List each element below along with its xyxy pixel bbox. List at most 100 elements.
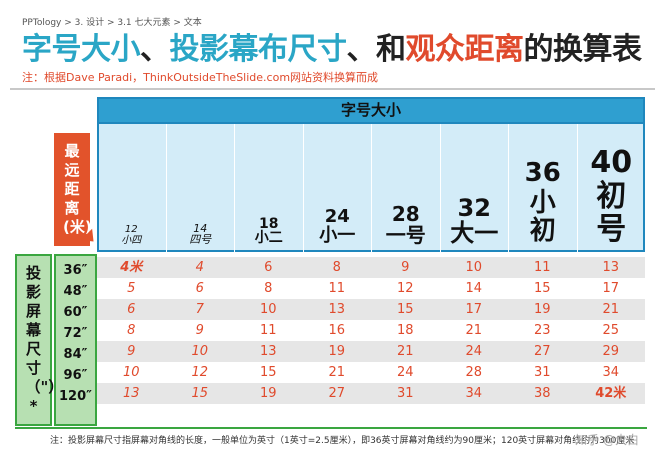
column-header-size: 12 xyxy=(124,224,138,235)
column-header-size: 40 xyxy=(590,144,633,180)
table-row: 4米 4 6 8 9 10 11 13 xyxy=(97,257,645,278)
column-header: 32 大一 xyxy=(439,124,509,252)
table-cell: 13 xyxy=(602,260,620,275)
table-row: 8 9 11 16 18 21 23 25 xyxy=(97,320,645,341)
table-cell: 8 xyxy=(332,260,341,275)
subtitle-note: 注：根据Dave Paradi，ThinkOutsideTheSlide.com… xyxy=(22,71,379,84)
column-header-name: 大一 xyxy=(450,218,499,247)
column-header-size: 28 xyxy=(391,202,420,226)
table-cell: 29 xyxy=(602,344,620,359)
table-cell: 21 xyxy=(396,344,414,359)
column-header: 18 小二 xyxy=(234,124,303,252)
screen-size-cell: 60″ xyxy=(63,305,88,320)
max-distance-label: 最远距离(米) xyxy=(63,142,92,236)
table-cell: 8 xyxy=(127,323,136,338)
table-cell: 31 xyxy=(396,386,414,401)
column-header: 14 四号 xyxy=(165,124,235,252)
table-cell: 6 xyxy=(264,260,273,275)
column-header: 12 小四 xyxy=(97,124,166,252)
screen-size-cell: 96″ xyxy=(63,368,88,383)
column-header: 24 小一 xyxy=(302,124,372,252)
breadcrumb: PPTology > 3. 设计 > 3.1 七大元素 > 文本 xyxy=(22,18,202,28)
table-cell: 19 xyxy=(328,344,346,359)
table-cell: 15 xyxy=(259,365,277,380)
table-cell: 42米 xyxy=(595,386,627,401)
table-cell: 21 xyxy=(602,302,620,317)
table-cell: 14 xyxy=(465,281,483,296)
table-cell: 21 xyxy=(465,323,483,338)
column-header-name: 小二 xyxy=(254,230,283,247)
table-cell: 12 xyxy=(396,281,414,296)
table-cell: 34 xyxy=(465,386,483,401)
column-header-name: 四号 xyxy=(189,233,212,247)
table-row: 9 10 13 19 21 24 27 29 xyxy=(97,341,645,362)
table-cell: 25 xyxy=(602,323,620,338)
screen-size-label-box: 投影屏幕尺寸（"）* xyxy=(15,254,63,426)
column-header-name: 小一 xyxy=(319,225,356,247)
table-cell: 23 xyxy=(533,323,551,338)
table-cell: 17 xyxy=(465,302,483,317)
title-and: 和 xyxy=(376,32,406,67)
footnote: 注：投影屏幕尺寸指屏幕对角线的长度，一般单位为英寸（1英寸=2.5厘米），即36… xyxy=(50,436,635,446)
font-size-header-band: 字号大小 xyxy=(97,97,645,124)
table-row: 13 15 19 27 31 34 38 42米 xyxy=(97,383,645,404)
table-cell: 17 xyxy=(602,281,620,296)
bottom-divider xyxy=(15,427,647,429)
column-header-name: 小初 xyxy=(529,187,556,247)
table-cell: 18 xyxy=(396,323,414,338)
title-conversion-table: 的换算表 xyxy=(523,32,643,67)
title-screen-size: 投影幕布尺寸 xyxy=(169,32,348,67)
table-cell: 24 xyxy=(465,344,483,359)
font-size-header-label: 字号大小 xyxy=(340,101,401,119)
title-font-size: 字号大小 xyxy=(22,32,141,67)
table-cell: 31 xyxy=(533,365,551,380)
table-cell: 15 xyxy=(533,281,551,296)
screen-size-cell: 36″ xyxy=(63,263,88,278)
title-audience-distance: 观众距离 xyxy=(405,32,525,67)
table-cell: 6 xyxy=(195,281,204,296)
table-cell: 27 xyxy=(533,344,551,359)
table-cell: 9 xyxy=(127,344,136,359)
screen-size-cell: 120″ xyxy=(59,389,92,404)
table-cell: 21 xyxy=(328,365,346,380)
table-cell: 10 xyxy=(122,365,140,380)
table-cell: 4 xyxy=(195,260,204,275)
table-cell: 4米 xyxy=(120,260,143,275)
title-separator: 、 xyxy=(346,32,377,67)
table-cell: 13 xyxy=(259,344,277,359)
column-header: 28 一号 xyxy=(371,124,440,252)
table-cell: 9 xyxy=(195,323,204,338)
column-header-name: 一号 xyxy=(385,223,426,247)
table-cell: 19 xyxy=(533,302,551,317)
table-cell: 10 xyxy=(191,344,209,359)
table-cell: 7 xyxy=(195,302,204,317)
page-title: 字号大小、投影幕布尺寸、和观众距离的换算表 xyxy=(22,33,642,67)
table-cell: 8 xyxy=(264,281,273,296)
table-cell: 11 xyxy=(259,323,277,338)
table-cell: 6 xyxy=(127,302,136,317)
column-header-size: 36 xyxy=(524,157,561,188)
screen-size-cell: 48″ xyxy=(63,284,88,299)
table-cell: 15 xyxy=(191,386,209,401)
table-cell: 27 xyxy=(328,386,346,401)
table-cell: 5 xyxy=(127,281,136,296)
column-header-name: 小四 xyxy=(121,234,142,246)
table-row: 10 12 15 21 24 28 31 34 xyxy=(97,362,645,383)
table-cell: 24 xyxy=(396,365,414,380)
screen-size-column: 36″ 48″ 60″ 72″ 84″ 96″ 120″ xyxy=(54,254,97,426)
table-cell: 11 xyxy=(533,260,551,275)
table-cell: 12 xyxy=(191,365,209,380)
table-cell: 19 xyxy=(259,386,277,401)
table-cell: 28 xyxy=(465,365,483,380)
table-cell: 38 xyxy=(533,386,551,401)
column-header-size: 18 xyxy=(259,215,279,232)
column-header: 36 小初 xyxy=(508,124,577,252)
column-header-size: 32 xyxy=(457,193,491,222)
title-divider xyxy=(10,88,655,90)
column-header-size: 14 xyxy=(193,221,208,235)
watermark: 知乎 @大白 xyxy=(575,433,639,447)
screen-size-cell: 72″ xyxy=(63,326,88,341)
table-cell: 11 xyxy=(328,281,346,296)
column-header: 40 初号 xyxy=(576,124,646,252)
table-cell: 16 xyxy=(328,323,346,338)
